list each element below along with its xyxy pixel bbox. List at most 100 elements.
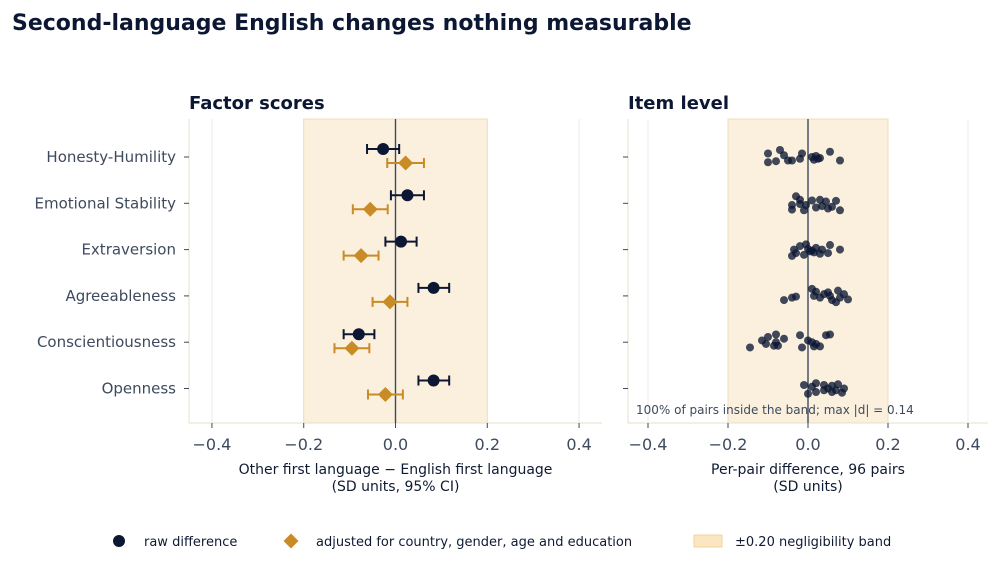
factor-xtick-label: −0.2 xyxy=(284,435,323,454)
adjusted-difference-point xyxy=(382,294,398,310)
item-pair-point xyxy=(836,245,844,254)
item-pair-point xyxy=(810,155,818,164)
item-pair-point xyxy=(808,246,816,255)
item-pair-point xyxy=(844,295,852,304)
item-pair-point xyxy=(816,293,824,302)
item-pair-point xyxy=(832,386,840,395)
item-pair-point xyxy=(816,195,824,204)
factor-ytick-label: Emotional Stability xyxy=(34,194,176,212)
legend-label: raw difference xyxy=(144,535,237,550)
item-pair-point xyxy=(798,149,806,158)
factor-scores-panel: Factor scores −0.4 −0.2 0.0 0.2 0.4 Honesty-H… xyxy=(34,93,602,495)
item-pair-point xyxy=(774,341,782,350)
raw-difference-point xyxy=(395,235,408,248)
factor-xtick-label: −0.4 xyxy=(193,435,232,454)
factor-xtick-label: 0.4 xyxy=(566,435,591,454)
item-pair-point xyxy=(824,288,832,297)
item-xlabel: Per-pair difference, 96 pairs xyxy=(711,462,905,478)
legend-label: ±0.20 negligibility band xyxy=(735,535,891,550)
factor-ytick-label: Extraversion xyxy=(81,241,176,259)
item-pair-point xyxy=(816,342,824,351)
item-pair-point xyxy=(826,147,834,156)
item-pair-point xyxy=(788,293,796,302)
factor-ytick-label: Honesty-Humility xyxy=(46,148,176,166)
item-pair-point xyxy=(824,204,832,213)
factor-xlabel: (SD units, 95% CI) xyxy=(332,479,460,495)
adjusted-difference-point xyxy=(353,248,369,264)
item-pair-point xyxy=(824,249,832,258)
factor-ytick-label: Openness xyxy=(102,380,177,398)
item-pair-point xyxy=(812,379,820,388)
item-pair-point xyxy=(746,343,754,352)
item-pair-point xyxy=(810,291,818,300)
item-pair-point xyxy=(832,196,840,205)
item-pair-point xyxy=(808,196,816,205)
item-pair-point xyxy=(804,389,812,398)
raw-difference-point xyxy=(377,143,390,155)
item-pair-point xyxy=(772,157,780,166)
item-xtick-label: 0.0 xyxy=(795,435,820,454)
adjusted-difference-point xyxy=(344,340,360,356)
legend-marker-band xyxy=(693,534,723,548)
raw-difference-point xyxy=(427,374,440,387)
item-pair-point xyxy=(836,206,844,215)
item-xtick-label: −0.2 xyxy=(709,435,748,454)
item-pair-point xyxy=(812,203,820,212)
item-pair-point xyxy=(812,388,820,396)
item-pair-point xyxy=(816,249,824,258)
legend-label: adjusted for country, gender, age and ed… xyxy=(316,535,632,550)
item-pair-point xyxy=(836,293,844,302)
item-pair-point xyxy=(780,334,788,343)
item-pair-point xyxy=(800,381,808,389)
item-pair-point xyxy=(788,205,796,214)
item-pair-point xyxy=(790,245,798,254)
item-pair-point xyxy=(772,330,780,339)
item-pair-point xyxy=(836,156,844,165)
item-pair-point xyxy=(788,156,796,165)
factor-xlabel: Other first language − English first lan… xyxy=(239,462,553,478)
item-pair-point xyxy=(762,339,770,348)
item-pair-point xyxy=(796,242,804,251)
item-pair-point xyxy=(796,331,804,340)
item-pair-point xyxy=(796,200,804,208)
item-pair-point xyxy=(834,286,842,295)
item-level-title: Item level xyxy=(628,93,729,114)
adjusted-difference-point xyxy=(377,387,393,402)
item-pair-point xyxy=(780,296,788,305)
factor-scores-title: Factor scores xyxy=(189,93,325,114)
adjusted-difference-point xyxy=(362,201,378,217)
item-pair-point xyxy=(764,149,772,158)
figure-title: Second-language English changes nothing … xyxy=(12,11,692,36)
factor-xtick-label: 0.0 xyxy=(383,435,408,454)
item-pair-point xyxy=(810,342,818,351)
item-pair-point xyxy=(800,250,808,259)
raw-difference-point xyxy=(352,328,365,341)
item-level-panel: Item level −0.4 −0.2 0.0 0.2 0.4 Per-pair dif… xyxy=(623,93,988,495)
item-pair-point xyxy=(788,251,796,260)
item-pair-point xyxy=(826,330,834,339)
item-pair-point xyxy=(802,201,810,210)
item-pair-point xyxy=(818,202,826,211)
legend-marker-adjusted xyxy=(283,533,299,549)
adjusted-difference-point xyxy=(398,155,414,171)
item-xtick-label: 0.4 xyxy=(955,435,980,454)
factor-ytick-label: Conscientiousness xyxy=(37,333,176,351)
item-xtick-label: 0.2 xyxy=(875,435,900,454)
item-pair-point xyxy=(798,343,806,352)
item-xtick-label: −0.4 xyxy=(629,435,668,454)
item-pair-point xyxy=(780,151,788,160)
item-pair-point xyxy=(824,384,832,393)
legend: raw difference adjusted for country, gend… xyxy=(113,533,891,550)
item-pair-point xyxy=(764,158,772,167)
factor-ytick-label: Agreeableness xyxy=(65,287,176,305)
raw-difference-point xyxy=(401,189,414,202)
item-pair-point xyxy=(838,388,846,397)
item-pair-point xyxy=(826,241,834,250)
item-level-annotation: 100% of pairs inside the band; max |d| =… xyxy=(636,403,914,417)
raw-difference-point xyxy=(427,281,440,294)
item-pair-point xyxy=(764,332,772,341)
factor-xtick-label: 0.2 xyxy=(475,435,500,454)
legend-marker-raw xyxy=(113,535,125,547)
item-xlabel: (SD units) xyxy=(773,479,842,495)
